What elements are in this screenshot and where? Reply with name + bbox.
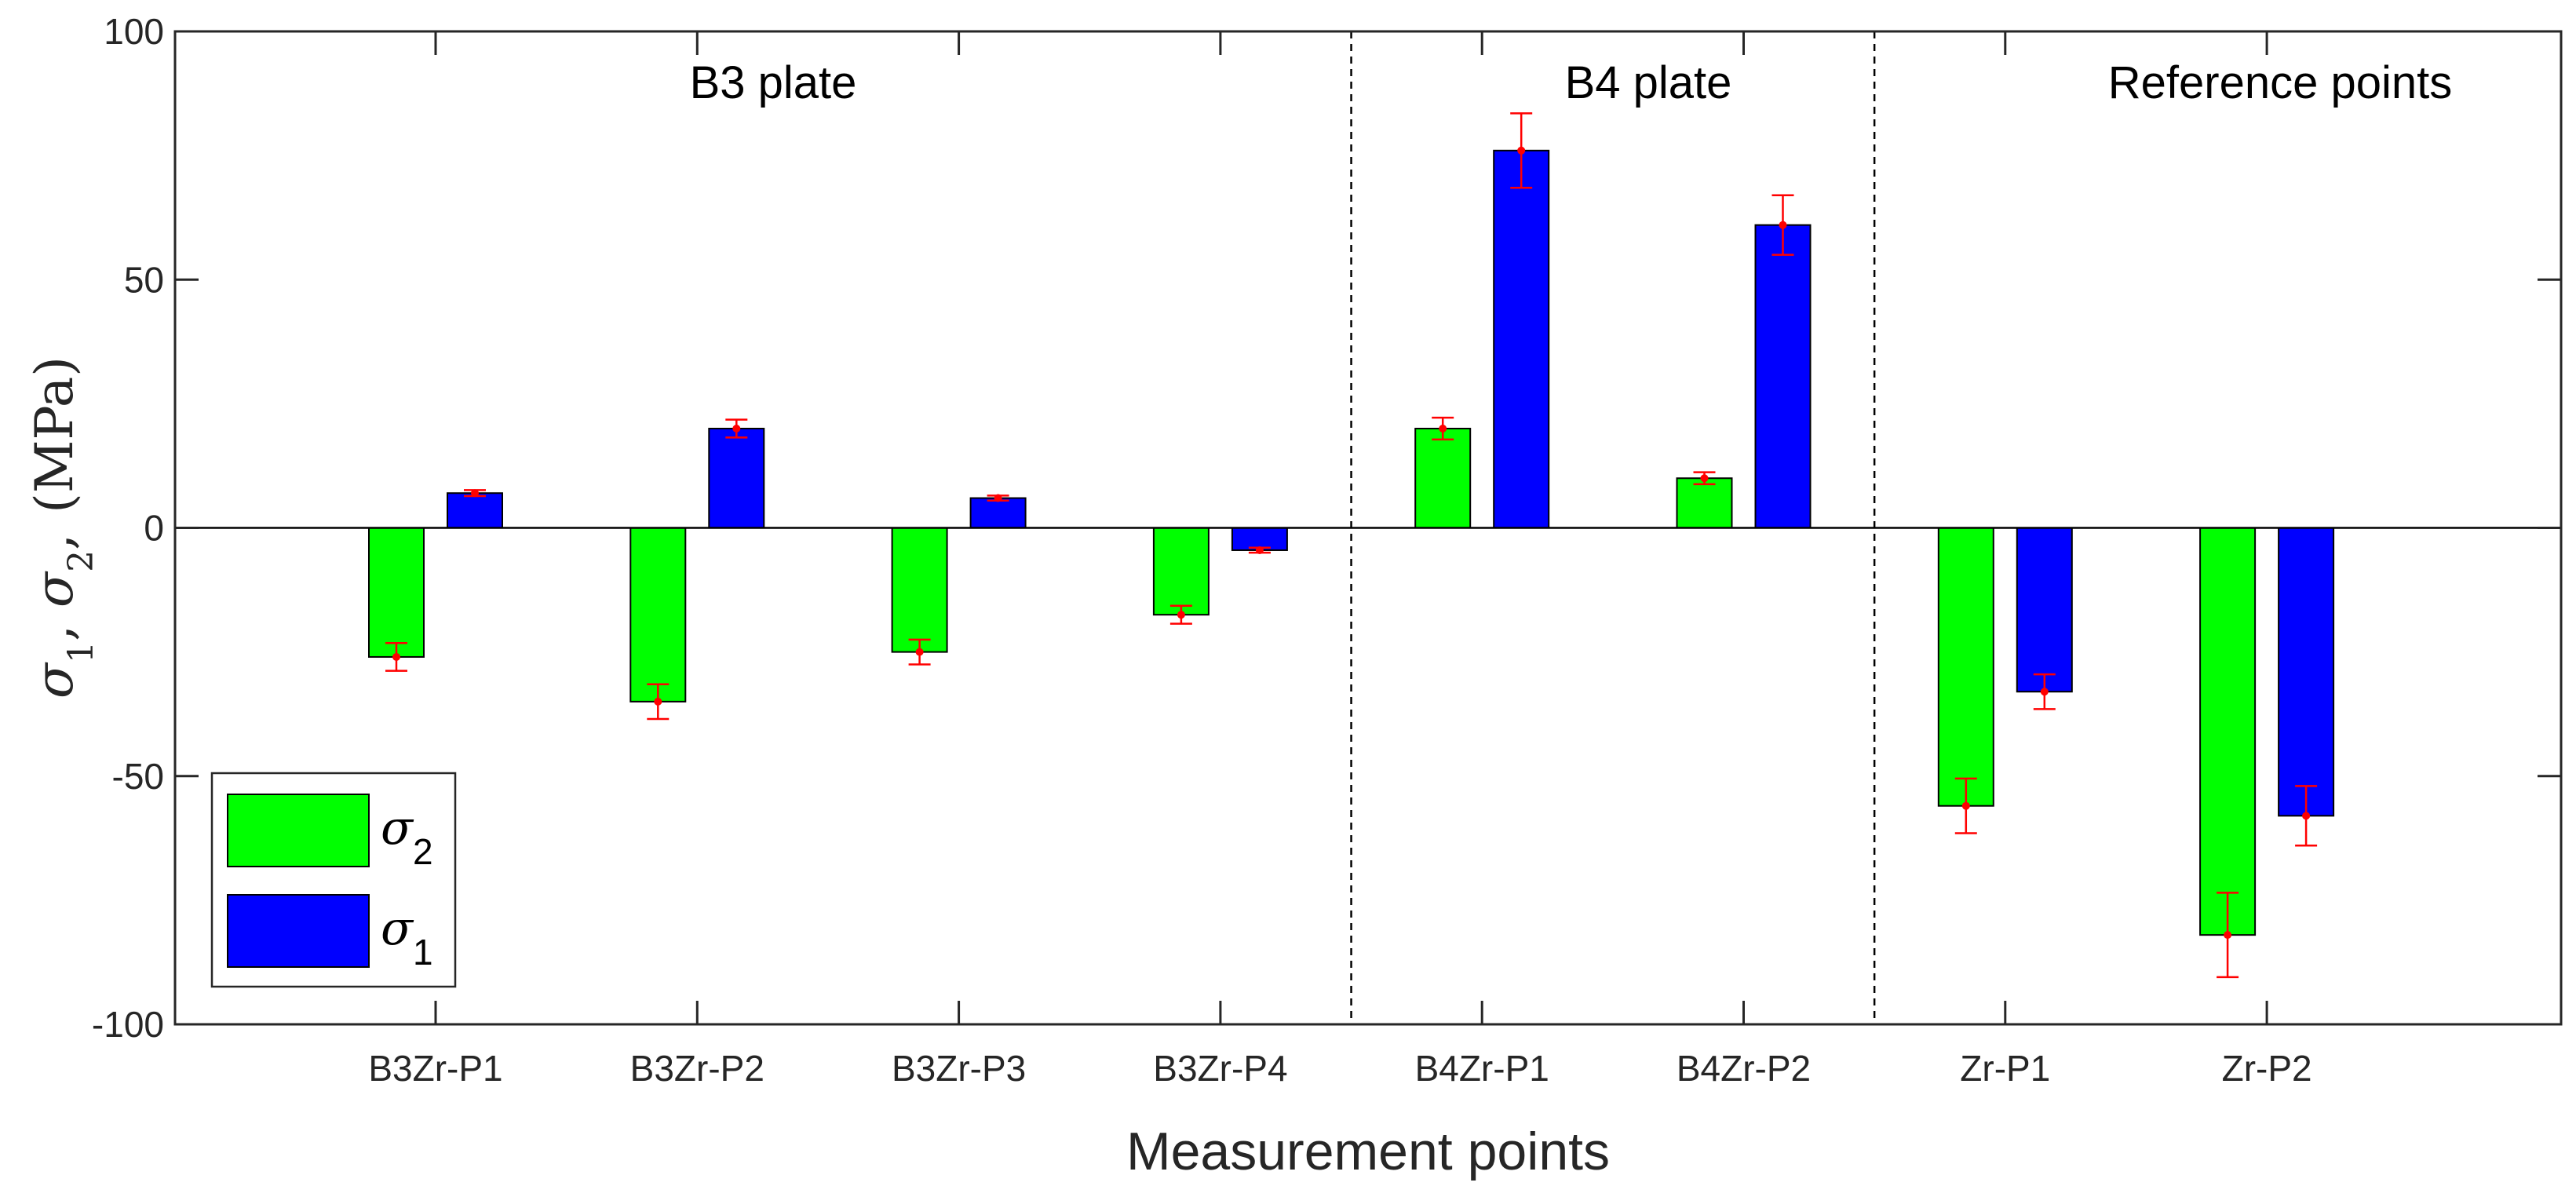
bar-sigma2-b3zr-p4 [1152,527,1210,616]
region-label-reference: Reference points [2108,57,2452,108]
x-tick-label-b3zr-p1: B3Zr-P1 [368,1048,502,1089]
y-axis-title: σ1,σ2,(MPa) [24,356,101,699]
bar-sigma1-b4zr-p1 [1493,149,1550,529]
error-bar-sigma2-b3zr-p2 [647,683,670,721]
y-tick-label: 0 [144,508,164,549]
x-tick-label-b4zr-p1: B4Zr-P1 [1415,1048,1549,1089]
x-tick-label-b3zr-p2: B3Zr-P2 [630,1048,764,1089]
error-bar-sigma1-b3zr-p2 [725,418,748,439]
bar-sigma2-b3zr-p2 [629,527,687,703]
bar-sigma1-zr-p1 [2016,527,2073,693]
y-tick-label: 100 [104,11,164,52]
error-bar-sigma2-b3zr-p4 [1169,604,1192,625]
legend: σ2 σ1 [210,772,457,988]
bar-sigma1-b3zr-p2 [708,428,765,529]
y-tick-label: 50 [124,259,164,300]
error-bar-sigma2-b3zr-p1 [385,641,407,672]
region-label-b3: B3 plate [690,57,857,108]
legend-swatch-sigma2 [227,794,370,867]
error-bars-layer [385,112,2318,979]
error-bar-sigma1-zr-p2 [2295,785,2318,847]
error-bar-sigma2-b4zr-p1 [1432,416,1454,441]
x-tick-label-zr-p2: Zr-P2 [2222,1048,2312,1089]
y-tick-label: -100 [92,1004,164,1045]
error-bar-sigma1-b3zr-p1 [464,489,486,498]
bars-layer [368,149,2335,936]
error-bar-sigma1-b4zr-p2 [1771,194,1794,256]
region-label-b4: B4 plate [1565,57,1732,108]
legend-label-sigma1: σ1 [381,901,433,973]
ticks-layer: 100 50 0 -50 -100 B3Zr-P1 B3Zr-P2 B3Zr-P3 B3Zr-P… [92,11,2561,1089]
error-bar-sigma2-b4zr-p2 [1693,471,1716,486]
bar-sigma2-b3zr-p1 [368,527,425,658]
error-bar-sigma1-b3zr-p3 [987,494,1009,502]
x-tick-label-b3zr-p3: B3Zr-P3 [892,1048,1026,1089]
y-tick-label: -50 [112,756,164,797]
x-tick-label-zr-p1: Zr-P1 [1960,1048,2050,1089]
bar-sigma2-zr-p2 [2199,527,2257,936]
error-bar-sigma2-zr-p2 [2217,892,2239,979]
error-bar-sigma2-b3zr-p3 [908,638,931,666]
x-tick-label-b4zr-p2: B4Zr-P2 [1677,1048,1811,1089]
bar-sigma1-b3zr-p3 [969,497,1027,529]
bar-sigma1-b4zr-p2 [1754,224,1812,529]
error-bar-sigma2-zr-p1 [1954,777,1977,834]
error-bar-sigma1-zr-p1 [2033,673,2056,710]
bar-sigma2-b4zr-p1 [1414,428,1472,529]
bar-sigma2-b4zr-p2 [1676,477,1733,529]
error-bar-sigma1-b4zr-p1 [1510,112,1533,189]
legend-swatch-sigma1 [227,894,370,968]
x-tick-label-b3zr-p4: B3Zr-P4 [1153,1048,1287,1089]
legend-label-sigma2: σ2 [381,801,433,872]
dividers-layer [1350,31,1876,1024]
bar-sigma1-b3zr-p1 [447,492,503,529]
bar-sigma2-zr-p1 [1937,527,1994,807]
error-bar-sigma1-b3zr-p4 [1248,546,1271,554]
bar-sigma2-b3zr-p3 [891,527,948,653]
region-labels: B3 plate B4 plate Reference points [690,57,2453,108]
x-axis-title: Measurement points [1126,1122,1610,1181]
bar-sigma1-zr-p2 [2278,527,2335,817]
